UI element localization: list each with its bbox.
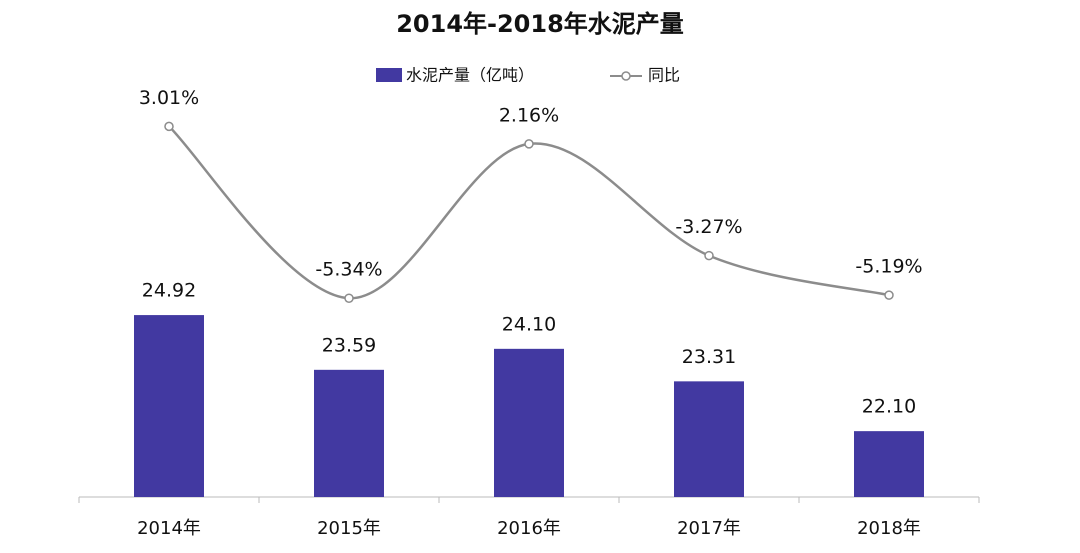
x-tick-label: 2015年 [317,518,381,539]
data-label: 24.92 [142,280,196,302]
data-label: -3.27% [675,216,742,238]
line [168,125,890,300]
point [884,290,894,300]
data-label: 3.01% [139,87,199,109]
bar [134,315,204,497]
point [704,250,714,261]
chart-title: 2014年-2018年水泥产量 [396,10,684,38]
x-tick-label: 2017年 [677,518,741,539]
point [524,139,534,149]
legend-label: 水泥产量（亿吨） [406,66,534,85]
bar [674,381,744,497]
x-tick-label: 2018年 [857,518,921,539]
bar [314,369,384,497]
bar [854,431,924,497]
data-label: -5.19% [855,256,922,278]
data-label: 2.16% [499,104,559,126]
x-tick-label: 2016年 [497,518,561,539]
data-label: 23.59 [322,334,376,356]
bar [494,348,564,497]
data-label: 22.10 [862,396,916,418]
point [344,293,354,303]
legend-label: 同比 [648,66,680,85]
point [164,121,174,132]
x-tick-label: 2014年 [137,518,201,539]
data-label: 24.10 [502,313,556,335]
legend-swatch [621,71,631,81]
data-label: 23.31 [682,346,736,368]
legend-swatch [376,68,402,82]
data-label: -5.34% [315,259,382,281]
